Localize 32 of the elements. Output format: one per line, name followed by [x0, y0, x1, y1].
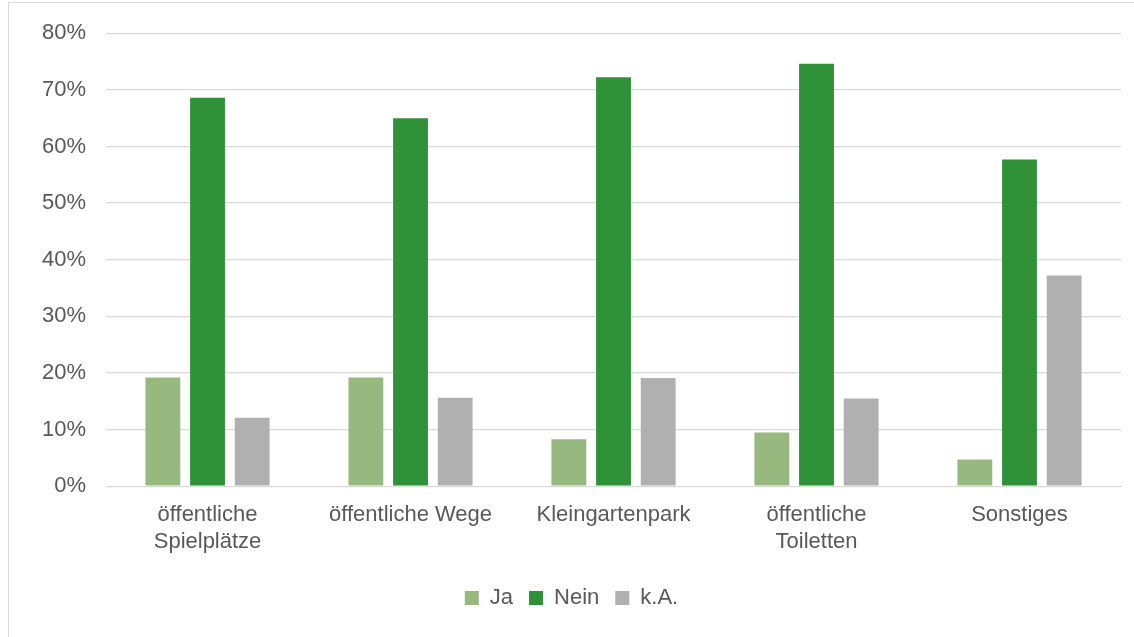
y-tick-label: 70%	[41, 75, 87, 101]
bar	[348, 377, 384, 486]
y-tick-label: 0%	[54, 472, 87, 498]
y-tick-label: 80%	[41, 19, 87, 45]
y-tick-label: 60%	[41, 132, 87, 158]
bar	[437, 397, 473, 486]
legend-label: k.A.	[640, 584, 679, 610]
bar	[145, 377, 181, 486]
x-tick-label: Kleingartenpark	[536, 501, 692, 527]
y-tick-label: 50%	[41, 189, 87, 215]
y-tick-label: 10%	[41, 415, 87, 441]
bar	[596, 77, 631, 486]
y-tick-label: 40%	[41, 245, 87, 271]
x-tick-label: öffentliche Spielplätze	[153, 501, 262, 553]
bar	[234, 417, 270, 486]
bar	[1002, 159, 1037, 486]
x-tick-label: Sonstiges	[971, 501, 1068, 527]
bar	[1046, 275, 1082, 486]
bar	[754, 432, 790, 486]
bar	[957, 459, 993, 486]
bar	[551, 439, 587, 486]
legend-label: Nein	[554, 584, 600, 610]
x-tick-label: öffentliche Wege	[328, 501, 493, 527]
x-tick-label: öffentliche Toiletten	[766, 501, 867, 553]
y-tick-label: 20%	[41, 359, 87, 385]
bar	[843, 398, 879, 486]
bar	[393, 118, 428, 486]
y-tick-label: 30%	[41, 302, 87, 328]
bar	[640, 378, 676, 486]
bar	[799, 63, 834, 486]
bar	[190, 97, 225, 486]
legend-label: Ja	[489, 584, 514, 610]
